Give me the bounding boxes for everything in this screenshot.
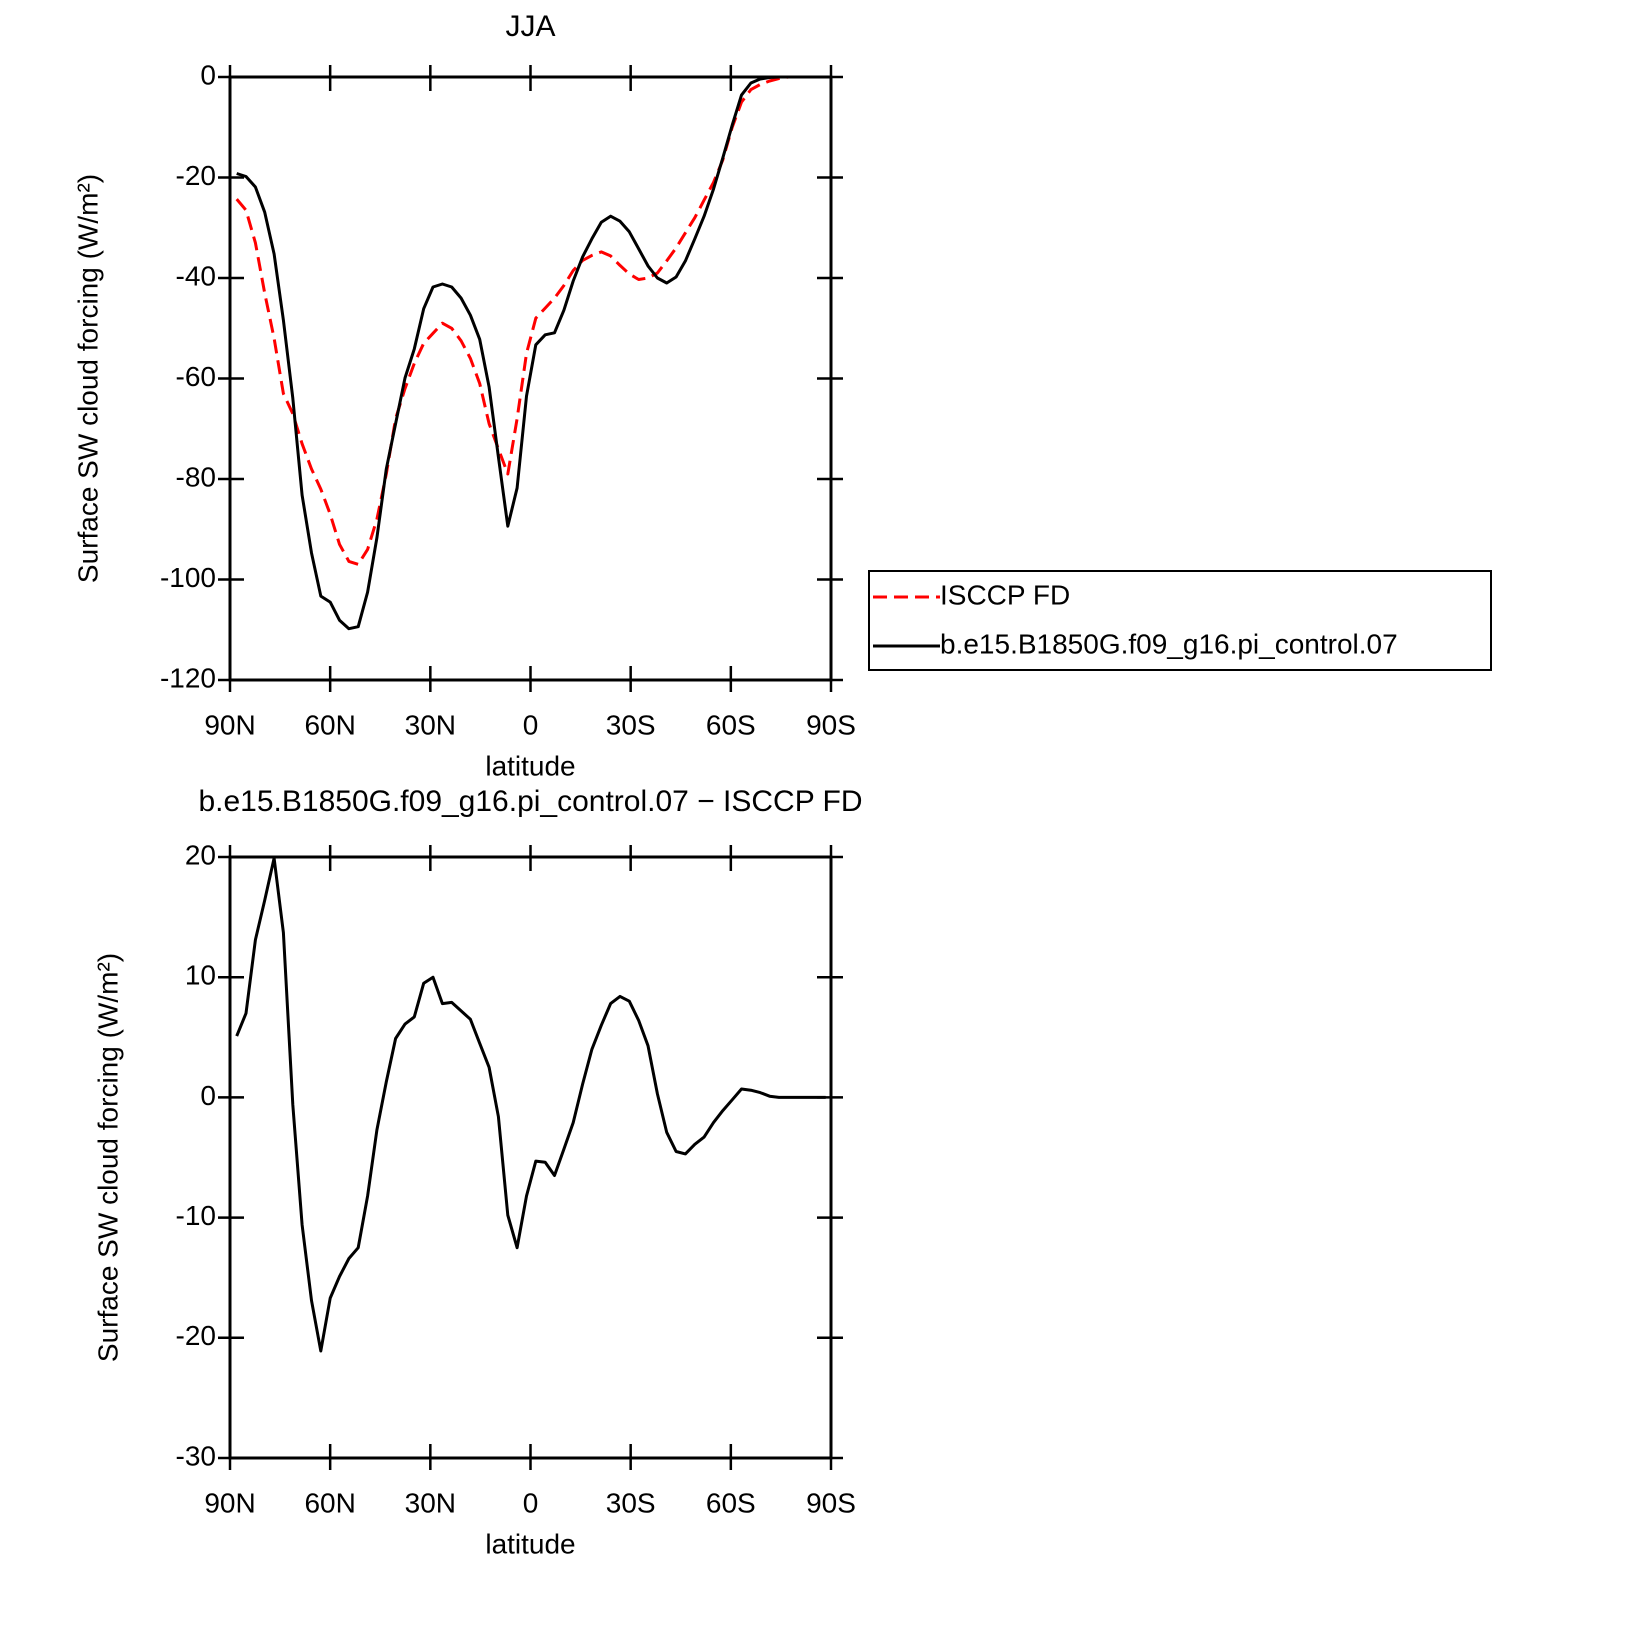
y-tick-label: -20 bbox=[176, 160, 216, 191]
y-tick-label: -80 bbox=[176, 461, 216, 492]
y-tick-label: -20 bbox=[176, 1320, 216, 1351]
data-line bbox=[235, 75, 826, 566]
x-tick-label: 30S bbox=[606, 1487, 656, 1518]
x-tick-label: 0 bbox=[523, 709, 539, 740]
data-line bbox=[235, 856, 826, 1353]
x-tick-label: 0 bbox=[523, 1487, 539, 1518]
legend-label: ISCCP FD bbox=[940, 579, 1070, 610]
y-axis-label: Surface SW cloud forcing (W/m²) bbox=[72, 174, 103, 583]
x-tick-label: 90N bbox=[204, 709, 255, 740]
y-tick-label: -120 bbox=[160, 662, 216, 693]
y-tick-label: 10 bbox=[185, 960, 216, 991]
x-tick-label: 60N bbox=[304, 1487, 355, 1518]
panel: JJA latitude Surface SW cloud forcing (W/m… bbox=[72, 10, 1492, 781]
x-tick-label: 30N bbox=[405, 1487, 456, 1518]
x-tick-label: 60N bbox=[304, 709, 355, 740]
x-tick-label: 60S bbox=[706, 1487, 756, 1518]
y-tick-label: -30 bbox=[176, 1440, 216, 1471]
legend-box bbox=[868, 570, 1492, 671]
x-tick-label: 60S bbox=[706, 709, 756, 740]
x-tick-label: 90S bbox=[806, 1487, 856, 1518]
y-tick-label: 20 bbox=[185, 839, 216, 870]
plot-frame bbox=[228, 855, 833, 1460]
y-tick-label: 0 bbox=[200, 1080, 216, 1111]
y-tick-label: -60 bbox=[176, 361, 216, 392]
data-line bbox=[236, 75, 826, 631]
x-tick-label: 30N bbox=[405, 709, 456, 740]
y-axis-label: Surface SW cloud forcing (W/m²) bbox=[92, 953, 123, 1362]
legend-label: b.e15.B1850G.f09_g16.pi_control.07 bbox=[940, 628, 1398, 659]
x-tick-label: 90N bbox=[204, 1487, 255, 1518]
legend: ISCCP FD b.e15.B1850G.f09_g16.pi_control.… bbox=[868, 570, 1492, 671]
y-tick-label: -10 bbox=[176, 1200, 216, 1231]
chart-title: JJA bbox=[505, 10, 555, 43]
x-axis-label: latitude bbox=[485, 750, 575, 781]
y-tick-label: -100 bbox=[160, 562, 216, 593]
plot-frame bbox=[228, 75, 833, 682]
y-tick-label: -40 bbox=[176, 260, 216, 291]
panel: b.e15.B1850G.f09_g16.pi_control.07 − ISC… bbox=[92, 785, 862, 1559]
y-tick-label: 0 bbox=[200, 59, 216, 90]
x-tick-label: 30S bbox=[606, 709, 656, 740]
chart-title: b.e15.B1850G.f09_g16.pi_control.07 − ISC… bbox=[198, 785, 862, 818]
x-tick-label: 90S bbox=[806, 709, 856, 740]
x-axis-label: latitude bbox=[485, 1528, 575, 1559]
